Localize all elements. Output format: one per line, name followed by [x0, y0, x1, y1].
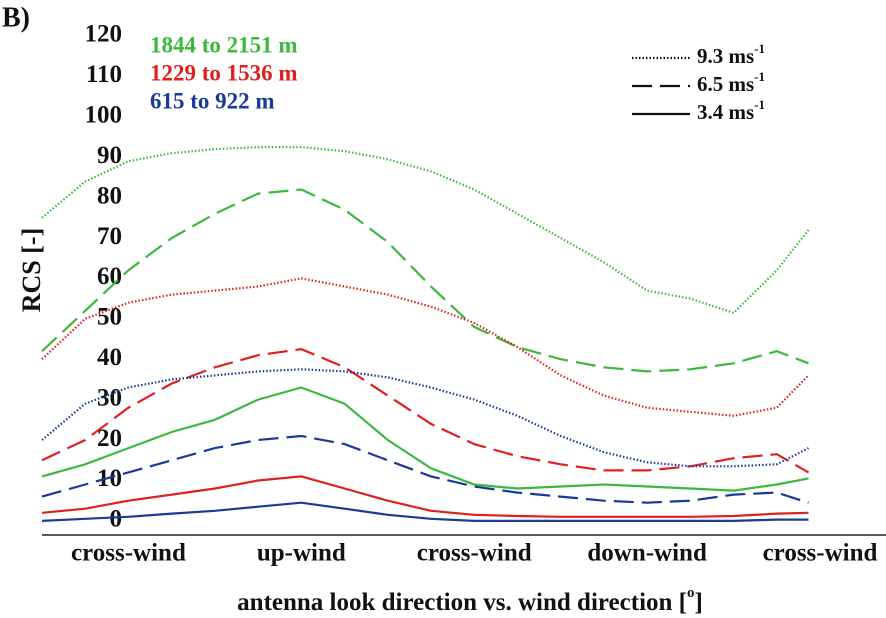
height-label: 615 to 922 m: [150, 88, 275, 113]
panel-label: B): [2, 2, 30, 33]
height-label: 1229 to 1536 m: [150, 60, 298, 85]
legend-label: 3.4 ms-1: [697, 97, 765, 124]
x-tick-label: cross-wind: [417, 540, 532, 567]
y-tick-label: 60: [97, 263, 122, 290]
series-line: [41, 475, 809, 518]
series-line: [41, 188, 809, 373]
y-tick-label: 90: [97, 142, 122, 169]
legend-text: 6.5 ms: [697, 72, 754, 96]
x-label-end: ]: [695, 589, 703, 616]
series-line: [41, 434, 809, 504]
y-tick-label: 120: [85, 21, 123, 48]
height-label: 1844 to 2151 m: [150, 32, 298, 57]
x-tick-label: up-wind: [257, 540, 346, 567]
x-axis-label: antenna look direction vs. wind directio…: [237, 585, 703, 615]
legend-text: 9.3 ms: [697, 44, 754, 68]
y-axis-label: RCS [-]: [17, 228, 46, 313]
y-tick-label: 80: [97, 182, 122, 209]
x-tick-label: cross-wind: [763, 540, 878, 567]
series-line: [41, 347, 810, 474]
series-line: [41, 368, 810, 468]
legend-sup: -1: [754, 69, 765, 84]
legend-text: 3.4 ms: [697, 100, 754, 124]
legend-sup: -1: [754, 97, 765, 112]
x-label-sup: o: [687, 585, 695, 601]
x-tick-label: cross-wind: [71, 540, 186, 567]
legend-sup: -1: [754, 41, 765, 56]
legend-label: 9.3 ms-1: [697, 41, 765, 68]
series-line: [41, 501, 809, 522]
y-tick-label: 110: [86, 61, 122, 88]
series-line: [41, 146, 810, 315]
y-tick-label: 70: [97, 223, 122, 250]
y-tick-label: 50: [97, 304, 122, 331]
x-tick-label: down-wind: [587, 540, 707, 567]
y-tick-label: 40: [97, 344, 122, 371]
y-tick-label: 30: [97, 384, 122, 411]
legend-label: 6.5 ms-1: [697, 69, 765, 96]
y-tick-label: 0: [110, 506, 123, 533]
x-label-text: antenna look direction vs. wind directio…: [237, 589, 687, 616]
series-line: [41, 386, 809, 492]
y-tick-label: 100: [85, 102, 123, 129]
